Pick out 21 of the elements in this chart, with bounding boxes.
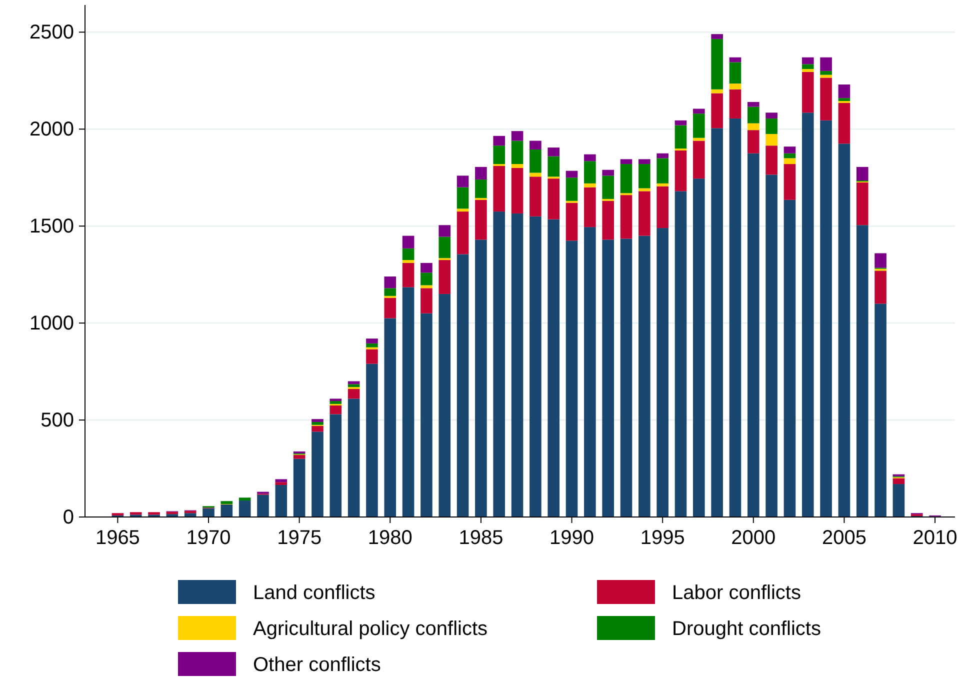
x-tick-label: 1970 (186, 527, 231, 549)
x-tick-label: 2005 (822, 527, 866, 549)
y-tick-label: 2000 (30, 118, 74, 141)
legend-label: Other conflicts (253, 654, 381, 676)
x-tick-label: 1985 (458, 527, 504, 549)
y-tick-label: 1000 (30, 312, 74, 334)
y-tick-label: 2500 (30, 22, 74, 44)
legend-label: Land conflicts (253, 582, 376, 604)
legend-label: Agricultural policy conflicts (253, 618, 488, 640)
x-tick-label: 1965 (95, 527, 140, 549)
x-tick-label: 1990 (550, 527, 594, 549)
y-tick-label: 500 (40, 409, 74, 432)
legend-label: Drought conflicts (672, 618, 821, 640)
x-tick-label: 1995 (640, 527, 685, 549)
x-tick-label: 1980 (368, 527, 412, 549)
x-tick-label: 2010 (912, 527, 958, 549)
legend-label: Labor conflicts (672, 582, 801, 604)
y-tick-label: 1500 (30, 215, 74, 238)
y-tick-label: 0 (62, 506, 74, 528)
x-tick-label: 1975 (277, 527, 322, 549)
x-tick-label: 2000 (731, 527, 776, 549)
